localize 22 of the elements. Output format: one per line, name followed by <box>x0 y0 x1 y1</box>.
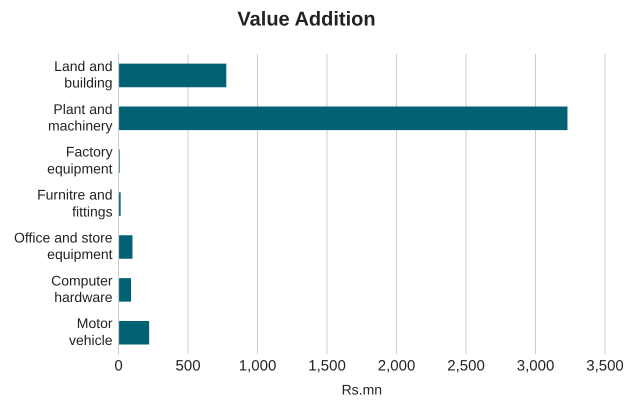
y-tick-label: Factory equipment <box>47 144 113 176</box>
bar <box>119 278 132 302</box>
x-tick-label: 1,500 <box>308 357 346 374</box>
y-tick-label: Computer hardware <box>51 272 113 306</box>
x-tick-label: 1,000 <box>238 357 276 374</box>
x-tick-label: 0 <box>114 357 123 374</box>
x-tick-label: 3,000 <box>516 357 554 374</box>
x-tick-label: 2,500 <box>447 357 485 374</box>
bar <box>119 235 132 259</box>
x-tick-label: 500 <box>176 357 201 374</box>
y-tick-label: Motor vehicle <box>68 315 113 348</box>
x-tick-label: 3,500 <box>586 357 624 374</box>
chart-title: Value Addition <box>237 8 376 31</box>
bar <box>119 320 150 345</box>
y-tick-label: Office and store equipment <box>14 229 113 262</box>
x-axis-title: Rs.mn <box>342 381 382 398</box>
bar <box>119 106 568 130</box>
y-tick-label: Plant and machinery <box>48 100 113 134</box>
bar <box>119 64 226 88</box>
x-tick-label: 2,000 <box>378 357 416 374</box>
y-tick-label: Furnitre and fittings <box>37 186 113 220</box>
y-tick-label: Land and building <box>54 58 113 91</box>
